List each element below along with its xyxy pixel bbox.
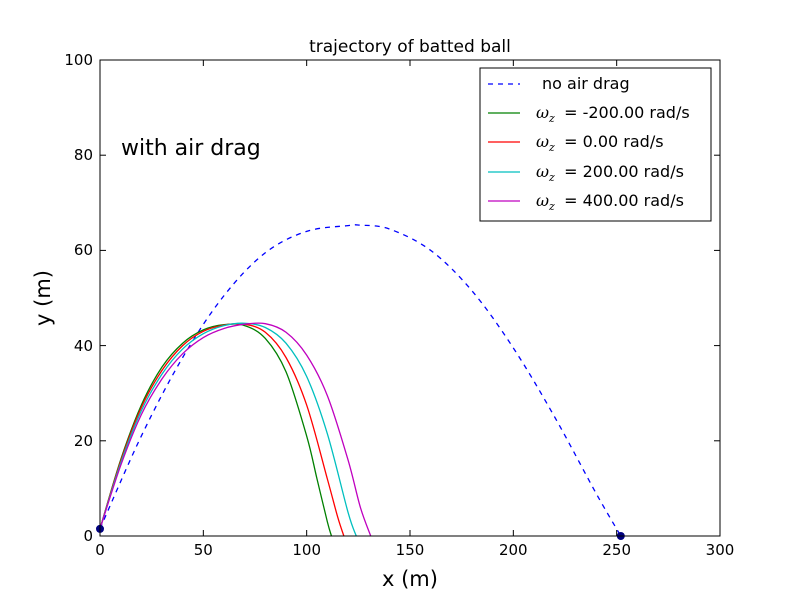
legend-box	[479, 67, 712, 222]
tick-layer	[99, 59, 721, 537]
x-tick-label: 150	[396, 541, 425, 559]
y-tick-label: 80	[74, 146, 93, 164]
legend-label-omega-neg200: = -200.00 rad/s	[559, 103, 690, 122]
x-axis-label: x (m)	[382, 567, 438, 591]
legend-label-no-drag: no air drag	[542, 74, 630, 93]
legend: no air drag ωz = -200.00 rad/s ωz = 0.00…	[479, 67, 712, 222]
y-tick-label: 40	[74, 337, 93, 355]
series-layer	[99, 224, 622, 537]
legend-lines	[488, 83, 520, 202]
series-line-3	[99, 322, 357, 537]
legend-omega-symbol: ωz	[536, 162, 555, 184]
legend-label-omega-400: = 400.00 rad/s	[559, 191, 684, 210]
y-tick-label: 60	[74, 241, 93, 259]
legend-omega-symbol: ωz	[536, 132, 555, 154]
series-line-0	[99, 224, 622, 537]
legend-omega-symbol: ωz	[536, 191, 555, 213]
legend-label-omega-200: = 200.00 rad/s	[559, 162, 684, 181]
y-tick-label: 100	[64, 51, 93, 69]
series-line-4	[99, 322, 372, 537]
legend-entry-omega-400: ωz = 400.00 rad/s	[536, 191, 684, 213]
y-axis-label: y (m)	[31, 270, 55, 326]
x-tick-label: 100	[292, 541, 321, 559]
legend-omega-symbol: ωz	[536, 103, 555, 125]
air-drag-annotation: with air drag	[121, 136, 261, 161]
legend-entry-omega-200: ωz = 200.00 rad/s	[536, 162, 684, 184]
x-tick-label: 50	[194, 541, 213, 559]
y-tick-label: 0	[83, 527, 93, 545]
y-tick-label: 20	[74, 432, 93, 450]
chart-title: trajectory of batted ball	[309, 37, 511, 57]
legend-entry-omega-0: ωz = 0.00 rad/s	[536, 132, 664, 154]
legend-entry-omega-neg200: ωz = -200.00 rad/s	[536, 103, 690, 125]
x-tick-label: 250	[602, 541, 631, 559]
x-tick-label: 300	[706, 541, 735, 559]
x-tick-label: 200	[499, 541, 528, 559]
legend-label-omega-0: = 0.00 rad/s	[559, 132, 664, 151]
x-tick-label: 0	[95, 541, 105, 559]
